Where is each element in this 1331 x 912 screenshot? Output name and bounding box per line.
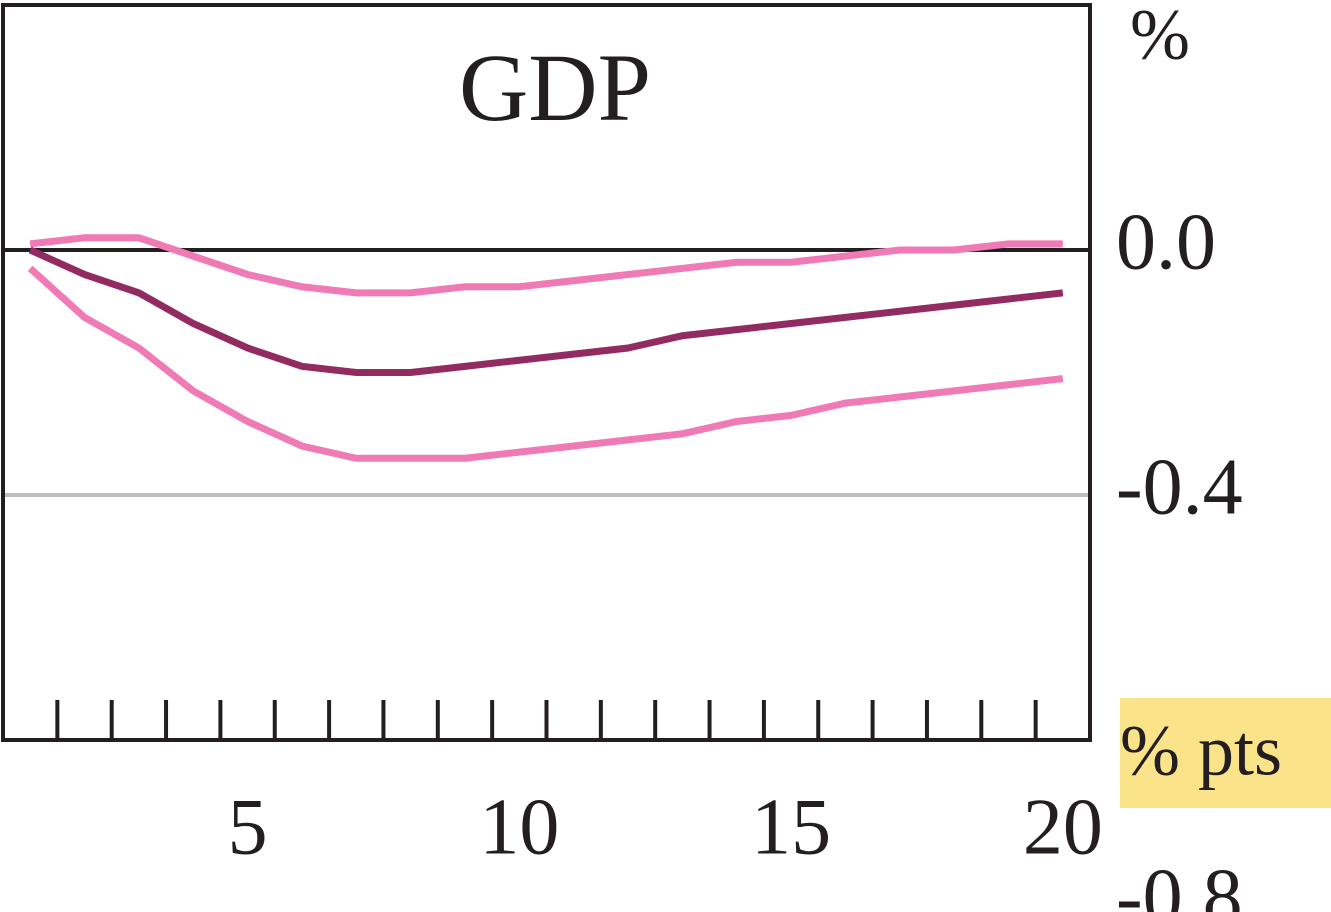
- y-tick-label: 0.0: [1116, 198, 1216, 286]
- y-tick-label: -0.4: [1116, 443, 1243, 531]
- x-tick-label: 20: [1023, 783, 1103, 871]
- series-line: [27, 265, 1064, 462]
- series-line: [29, 234, 1063, 297]
- x-tick-label: 10: [479, 783, 559, 871]
- y-unit: %: [1130, 0, 1190, 75]
- chart-title: GDP: [459, 34, 651, 141]
- x-tick-label: 15: [751, 783, 831, 871]
- y-tick-label: -0.8: [1116, 853, 1243, 912]
- unit-highlight: [1120, 698, 1331, 808]
- series-line: [28, 246, 1064, 376]
- y-unit-lower: % pts: [1120, 711, 1282, 791]
- x-tick-label: 5: [228, 783, 268, 871]
- plot-frame: [1, 3, 1092, 742]
